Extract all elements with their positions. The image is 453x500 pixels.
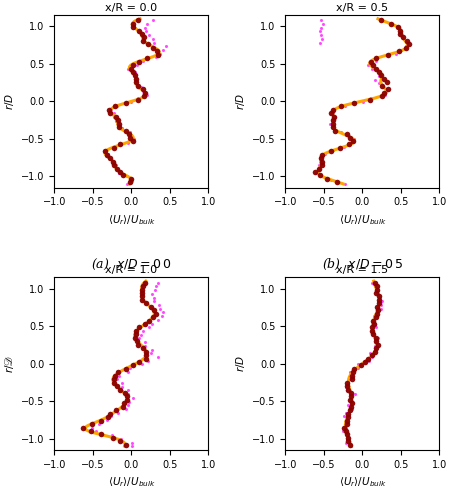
X-axis label: $\langle U_r\rangle/U_{bulk}$: $\langle U_r\rangle/U_{bulk}$ xyxy=(338,213,386,226)
Title: x/R = 0.0: x/R = 0.0 xyxy=(105,3,158,13)
Title: x/R = 1.5: x/R = 1.5 xyxy=(336,265,389,275)
Title: x/R = 1.0: x/R = 1.0 xyxy=(105,265,158,275)
Title: x/R = 0.5: x/R = 0.5 xyxy=(336,3,389,13)
Y-axis label: $r/D$: $r/D$ xyxy=(3,92,15,110)
Text: (b)  $x/D = 0\,5$: (b) $x/D = 0\,5$ xyxy=(322,256,403,272)
Y-axis label: $r/D$: $r/D$ xyxy=(234,92,246,110)
Y-axis label: $r/D$: $r/D$ xyxy=(234,355,246,372)
Text: (a)  $x/D = 0\,0$: (a) $x/D = 0\,0$ xyxy=(91,256,172,272)
X-axis label: $\langle U_r\rangle/U_{bulk}$: $\langle U_r\rangle/U_{bulk}$ xyxy=(107,213,155,226)
X-axis label: $\langle U_r\rangle/U_{bulk}$: $\langle U_r\rangle/U_{bulk}$ xyxy=(338,476,386,489)
Y-axis label: $r/\mathscr{D}$: $r/\mathscr{D}$ xyxy=(3,354,15,373)
X-axis label: $\langle U_r\rangle/U_{bulk}$: $\langle U_r\rangle/U_{bulk}$ xyxy=(107,476,155,489)
